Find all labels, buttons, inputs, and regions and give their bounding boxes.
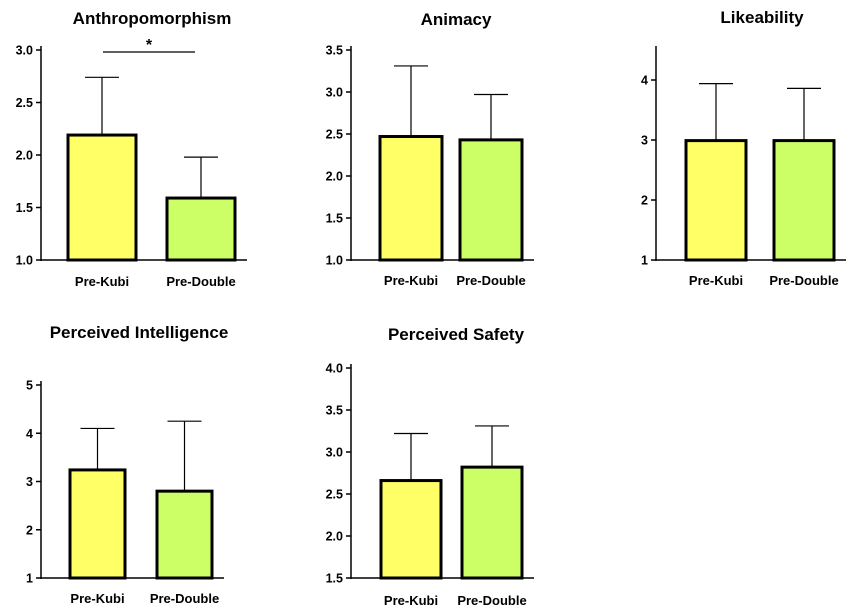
x-category-label: Pre-Kubi	[384, 273, 438, 288]
x-category-label: Pre-Double	[457, 593, 526, 608]
chart-title: Perceived Intelligence	[50, 323, 229, 342]
bar-pre-kubi	[68, 468, 127, 580]
bar-pre-kubi	[379, 479, 443, 580]
chart-panel-1: Anthropomorphism 1.0 1.5 2.0 2.5 3.0 Pre-Kubi P…	[16, 9, 247, 289]
y-tick-label: 4	[26, 427, 33, 441]
x-category-label: Pre-Double	[456, 273, 525, 288]
chart-panel-3: Likeability 1 2 3 4 Pre-Kubi Pre-Double	[641, 8, 846, 288]
y-tick-label: 3	[26, 475, 33, 489]
y-tick-label: 3.0	[326, 446, 343, 460]
y-tick-label: 1.5	[326, 572, 343, 586]
chart-title: Perceived Safety	[388, 325, 525, 344]
y-tick-label: 3	[641, 134, 648, 148]
y-tick-label: 2.0	[326, 530, 343, 544]
chart-title: Animacy	[421, 10, 492, 29]
y-tick-label: 2.0	[326, 170, 343, 184]
bar-pre-double	[155, 489, 214, 580]
y-tick-label: 2	[26, 523, 33, 537]
y-tick-label: 1.0	[326, 254, 343, 268]
y-tick-label: 3.0	[16, 44, 33, 58]
y-tick-label: 1.5	[16, 201, 33, 215]
y-tick-label: 2.5	[16, 96, 33, 110]
y-tick-label: 1.0	[16, 254, 33, 268]
x-category-label: Pre-Kubi	[384, 593, 438, 608]
chart-panel-4: Perceived Intelligence 1 2 3 4 5 Pre-Kubi Pre-D…	[26, 323, 228, 606]
y-tick-label: 2.5	[326, 488, 343, 502]
y-tick-label: 2	[641, 194, 648, 208]
y-tick-label: 1	[641, 254, 648, 268]
y-tick-label: 3.0	[326, 86, 343, 100]
significance-marker: *	[146, 37, 153, 54]
bar-pre-double	[772, 139, 836, 262]
x-category-label: Pre-Double	[166, 274, 235, 289]
bar-pre-double	[458, 138, 524, 262]
y-tick-label: 1	[26, 572, 33, 586]
y-tick-label: 4.0	[326, 362, 343, 376]
bar-pre-kubi	[66, 133, 138, 262]
y-tick-label: 4	[641, 74, 648, 88]
x-category-label: Pre-Kubi	[75, 274, 129, 289]
x-category-label: Pre-Kubi	[689, 273, 743, 288]
x-category-label: Pre-Double	[769, 273, 838, 288]
y-tick-label: 3.5	[326, 44, 343, 58]
chart-panel-5: Perceived Safety 1.5 2.0 2.5 3.0 3.5 4.0 Pre-Ku…	[326, 325, 534, 608]
y-tick-label: 2.0	[16, 149, 33, 163]
y-tick-label: 1.5	[326, 212, 343, 226]
chart-title: Likeability	[720, 8, 804, 27]
y-tick-label: 3.5	[326, 404, 343, 418]
x-category-label: Pre-Kubi	[70, 591, 124, 606]
chart-panel-2: Animacy 1.0 1.5 2.0 2.5 3.0 3.5 Pre-Kubi Pre-Dou…	[326, 10, 534, 288]
y-tick-label: 2.5	[326, 128, 343, 142]
x-category-label: Pre-Double	[150, 591, 219, 606]
bar-pre-kubi	[378, 135, 444, 262]
chart-title: Anthropomorphism	[73, 9, 232, 28]
y-tick-label: 5	[26, 379, 33, 393]
bar-pre-double	[165, 196, 237, 262]
bar-pre-kubi	[684, 139, 748, 262]
bar-pre-double	[460, 465, 524, 580]
